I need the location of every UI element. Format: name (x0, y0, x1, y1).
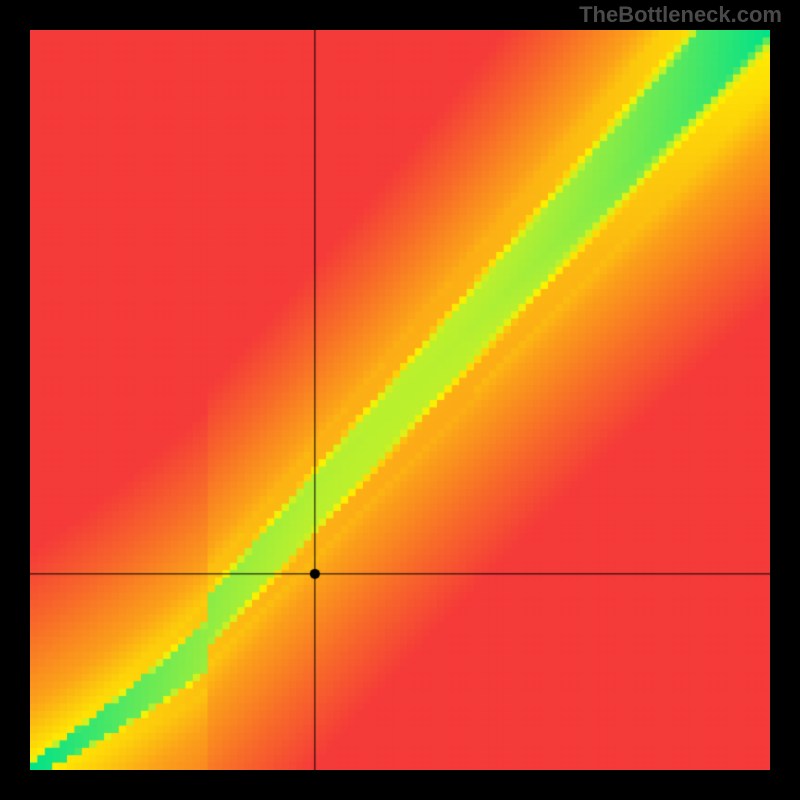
attribution-label: TheBottleneck.com (579, 2, 782, 28)
bottleneck-heatmap (30, 30, 770, 770)
chart-container: TheBottleneck.com (0, 0, 800, 800)
